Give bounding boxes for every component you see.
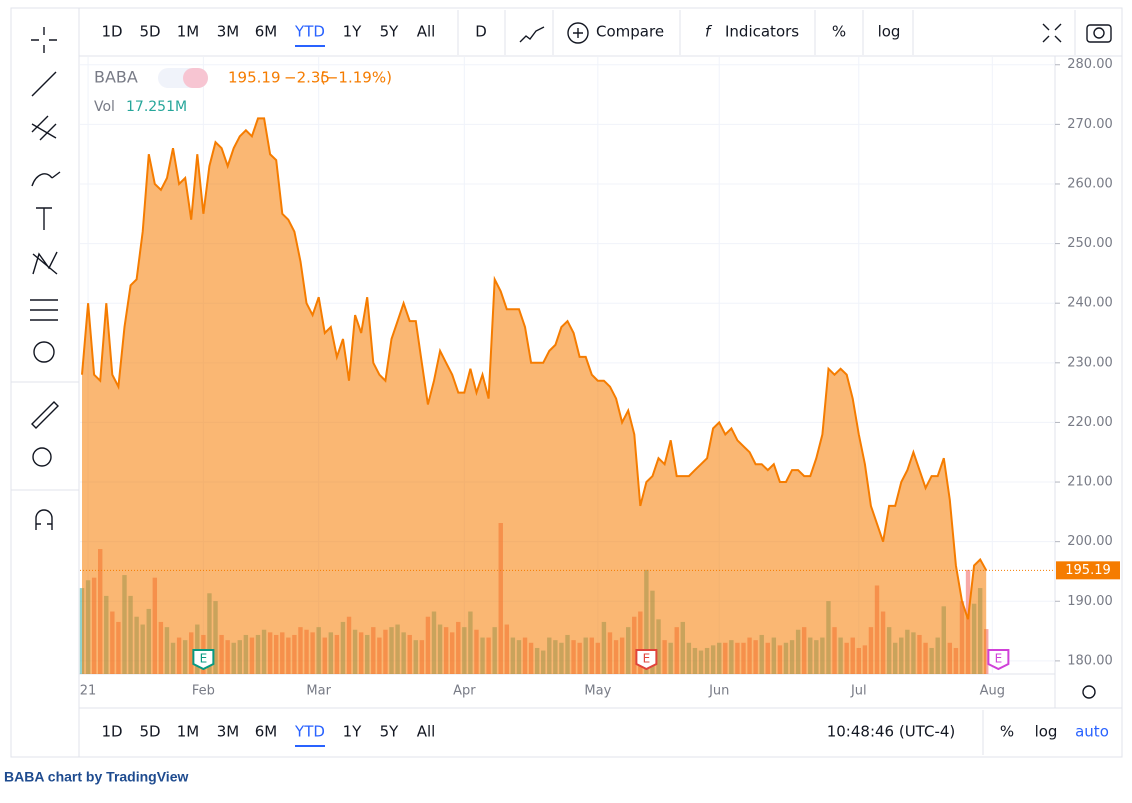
range-button[interactable]: 1M — [177, 723, 200, 741]
snapshot-icon[interactable] — [1086, 24, 1112, 43]
y-tick-label: 250.00 — [1067, 236, 1113, 251]
percent-button[interactable]: % — [1000, 723, 1014, 741]
x-tick-label: Jun — [708, 684, 729, 699]
volume-value: 17.251M — [126, 99, 187, 115]
y-tick-label: 220.00 — [1067, 415, 1113, 430]
range-button[interactable]: 5Y — [380, 23, 400, 41]
fullscreen-icon[interactable] — [1042, 23, 1062, 43]
range-button[interactable]: 1M — [177, 23, 200, 41]
y-tick-label: 210.00 — [1067, 475, 1113, 490]
zoom-icon[interactable] — [32, 447, 52, 467]
toolbar-separators — [457, 10, 1076, 755]
magnet-icon[interactable] — [35, 509, 53, 530]
range-button[interactable]: 5Y — [380, 723, 400, 741]
trend-line-icon[interactable] — [31, 71, 57, 97]
last-price-badge — [1056, 561, 1120, 580]
indicators-icon[interactable]: f — [705, 23, 713, 41]
y-tick-label: 190.00 — [1067, 594, 1113, 609]
range-button[interactable]: 1D — [101, 23, 122, 41]
symbol: BABA — [94, 68, 138, 87]
y-tick-label: 280.00 — [1067, 57, 1113, 72]
text-icon[interactable] — [36, 207, 52, 230]
auto-button[interactable]: auto — [1075, 723, 1109, 741]
legend-change: −2.35 — [284, 69, 330, 87]
range-button[interactable]: YTD — [294, 723, 325, 741]
earnings-marker[interactable] — [987, 649, 1010, 671]
range-button[interactable]: 6M — [255, 723, 278, 741]
compare-icon[interactable] — [567, 22, 589, 44]
fib-icon[interactable] — [31, 115, 57, 141]
range-button[interactable]: 1D — [101, 723, 122, 741]
x-tick-label: Jul — [850, 684, 867, 699]
compare-button[interactable]: Compare — [596, 23, 664, 41]
interval-button[interactable]: D — [475, 23, 487, 41]
y-tick-label: 240.00 — [1067, 296, 1113, 311]
plot — [79, 57, 1055, 674]
x-tick-label: Aug — [980, 684, 1005, 699]
y-tick-label: 230.00 — [1067, 355, 1113, 370]
log-button[interactable]: log — [1035, 723, 1058, 741]
range-button[interactable]: All — [417, 23, 436, 41]
log-button[interactable]: log — [878, 23, 901, 41]
earnings-label: E — [643, 652, 651, 666]
range-button[interactable]: 5D — [139, 23, 160, 41]
compare-plus[interactable] — [573, 28, 583, 38]
y-tick-label: 270.00 — [1067, 117, 1113, 132]
percent-button[interactable]: % — [832, 23, 846, 41]
price-area — [82, 118, 987, 674]
earnings-label: E — [995, 652, 1003, 666]
y-tick-label: 180.00 — [1067, 653, 1113, 668]
range-button[interactable]: YTD — [294, 23, 325, 41]
drawing-tools[interactable] — [11, 27, 79, 530]
chart-style-icon[interactable] — [519, 26, 545, 43]
earnings-label: E — [200, 652, 208, 666]
crosshair-icon[interactable] — [31, 27, 57, 53]
earnings-marker[interactable] — [635, 649, 658, 671]
prediction-icon[interactable] — [30, 299, 58, 321]
settings-icon[interactable] — [1082, 685, 1096, 699]
x-tick-label: Mar — [306, 684, 331, 699]
range-button[interactable]: 3M — [217, 23, 240, 41]
ruler-icon[interactable] — [31, 401, 59, 429]
x-tick-label: 21 — [80, 684, 97, 699]
x-tick-label: Feb — [192, 684, 215, 699]
y-tick-label: 200.00 — [1067, 534, 1113, 549]
brush-icon[interactable] — [31, 171, 61, 187]
x-tick-label: May — [584, 684, 611, 699]
range-button[interactable]: 5D — [139, 723, 160, 741]
range-button[interactable]: 6M — [255, 23, 278, 41]
footer-link[interactable]: BABA chart by TradingView — [4, 769, 188, 785]
snapshot-lens — [1093, 27, 1105, 39]
earnings-marker[interactable] — [192, 649, 215, 671]
last-price-label: 195.19 — [1065, 563, 1111, 578]
range-button[interactable]: 1Y — [343, 23, 363, 41]
y-tick-label: 260.00 — [1067, 176, 1113, 191]
pattern-icon[interactable] — [32, 251, 58, 275]
clock: 10:48:46 (UTC-4) — [827, 723, 956, 741]
legend-change-pct: (−1.19%) — [320, 69, 392, 87]
volume-name: Vol — [94, 99, 115, 115]
indicators-button[interactable]: Indicators — [725, 23, 799, 41]
emoji-icon[interactable] — [33, 341, 55, 363]
x-tick-label: Apr — [453, 684, 476, 699]
range-button[interactable]: 1Y — [343, 723, 363, 741]
legend-pill-on — [183, 68, 208, 88]
price-line — [81, 117, 988, 620]
legend-price: 195.19 — [228, 69, 281, 87]
volume-bar — [984, 629, 989, 674]
range-button[interactable]: 3M — [217, 723, 240, 741]
range-button[interactable]: All — [417, 723, 436, 741]
